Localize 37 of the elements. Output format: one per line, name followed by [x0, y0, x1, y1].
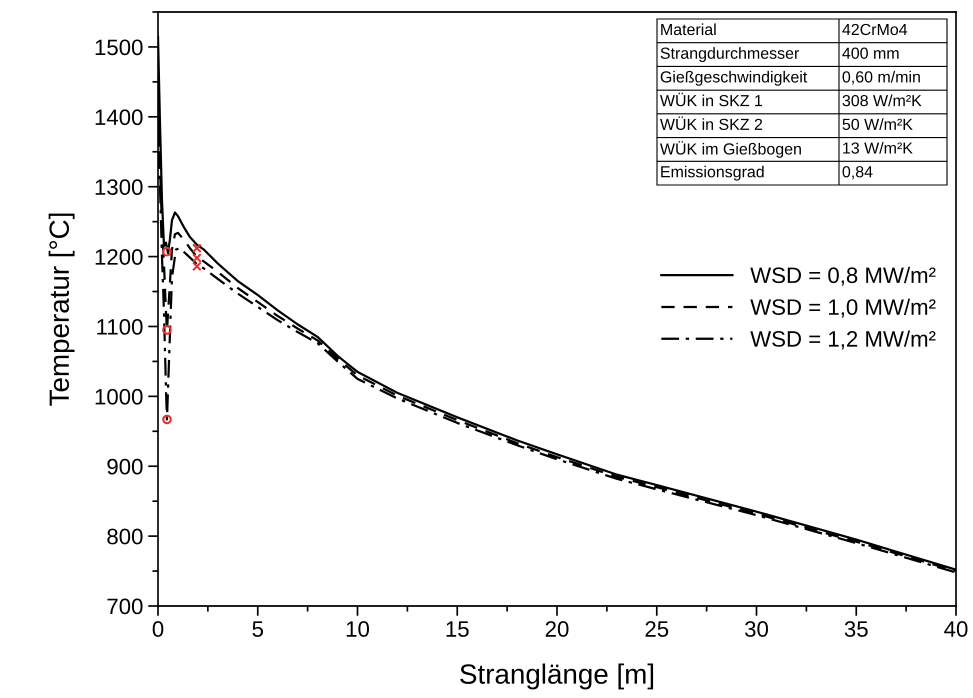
x-tick-label: 0 [152, 621, 164, 637]
legend-label: WSD = 0,8 MW/m² [750, 266, 936, 286]
annotation: 0,60 m/min [842, 70, 920, 84]
legend-label: WSD = 1,0 MW/m² [750, 298, 936, 318]
x-tick-label: 5 [252, 621, 263, 637]
annotation: 42CrMo4 [842, 24, 908, 36]
annotation: WÜK in SKZ 1 [660, 92, 762, 106]
y-tick-label: 700 [107, 598, 143, 614]
y-tick-label: 1200 [96, 249, 143, 265]
annotation: Gießgeschwindigkeit [660, 70, 808, 86]
y-tick-label: 900 [107, 458, 143, 475]
annotation: Emissionsgrad [661, 166, 764, 181]
y-axis-title: Temperatur [°C] [48, 214, 75, 406]
annotation: 400 mm [842, 48, 899, 59]
y-tick-label: 1400 [96, 109, 143, 126]
x-tick-label: 20 [546, 621, 568, 637]
annotation: Material [661, 23, 716, 36]
x-tick-label: 15 [446, 621, 469, 637]
y-tick-label: 800 [107, 528, 143, 544]
y-tick-label: 1100 [97, 319, 143, 335]
x-tick-label: 30 [744, 621, 768, 637]
annotation: 0,84 [842, 166, 873, 180]
annotation: WÜK in SKZ 2 [660, 116, 762, 130]
annotation: 50 W/m²K [842, 118, 913, 130]
annotation: Strangdurchmesser [660, 47, 800, 62]
y-tick-label: 1300 [96, 179, 143, 195]
y-tick-label: 1500 [96, 39, 143, 56]
x-tick-label: 25 [646, 621, 668, 637]
x-tick-label: 10 [346, 621, 369, 637]
annotation: WÜK im Gießbogen [660, 141, 801, 158]
annotation: 308 W/m²K [842, 94, 922, 106]
y-tick-label: 1000 [96, 388, 143, 405]
x-tick-label: 40 [944, 621, 968, 637]
annotation: 13 W/m²K [843, 142, 913, 154]
x-tick-label: 35 [844, 621, 868, 637]
x-axis-title: Stranglänge [m] [460, 664, 654, 690]
legend-label: WSD = 1,2 MW/m² [750, 330, 936, 350]
